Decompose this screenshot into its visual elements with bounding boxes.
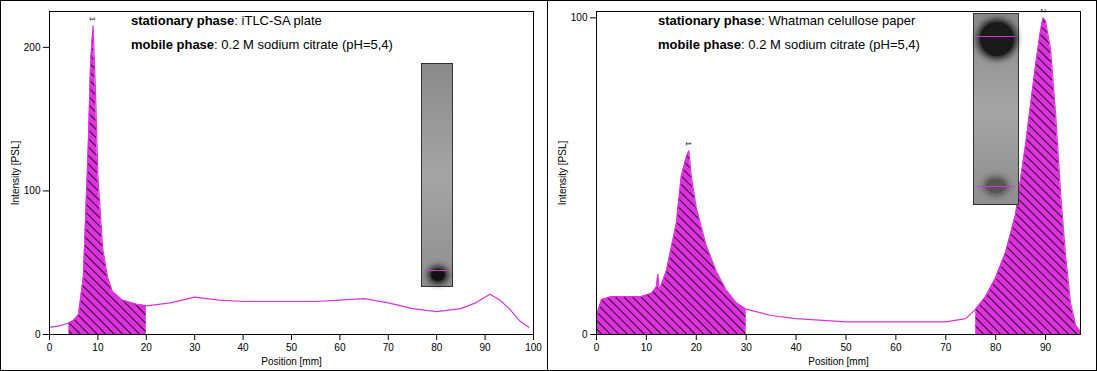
svg-text:70: 70	[383, 342, 395, 353]
svg-text:40: 40	[238, 342, 250, 353]
svg-text:50: 50	[840, 342, 852, 353]
svg-text:50: 50	[286, 342, 298, 353]
svg-text:100: 100	[24, 185, 41, 196]
svg-text:2: 2	[1039, 9, 1048, 14]
svg-text:0: 0	[47, 342, 53, 353]
svg-text:80: 80	[431, 342, 443, 353]
svg-text:30: 30	[741, 342, 753, 353]
svg-text:90: 90	[1040, 342, 1052, 353]
svg-text:0: 0	[35, 329, 41, 340]
svg-text:60: 60	[334, 342, 346, 353]
html-text:mobile phase: 0.2 M sodium cit: mobile phase: 0.2 M sodium citrate (pH=5…	[658, 37, 920, 52]
svg-text:Intensity [PSL]: Intensity [PSL]	[557, 141, 568, 206]
svg-text:1: 1	[89, 17, 98, 22]
svg-text:30: 30	[189, 342, 201, 353]
svg-text:70: 70	[940, 342, 952, 353]
svg-text:10: 10	[641, 342, 653, 353]
svg-text:60: 60	[890, 342, 902, 353]
svg-text:Position [mm]: Position [mm]	[808, 356, 869, 367]
svg-text:0: 0	[594, 342, 600, 353]
svg-text:100: 100	[571, 12, 588, 23]
html-text:mobile phase: 0.2 M sodium cit: mobile phase: 0.2 M sodium citrate (pH=5…	[131, 37, 393, 52]
html-text:stationary phase: iTLC-SA plat: stationary phase: iTLC-SA plate	[131, 13, 322, 28]
svg-text:0: 0	[582, 329, 588, 340]
svg-text:200: 200	[24, 42, 41, 53]
svg-text:100: 100	[525, 342, 542, 353]
svg-text:90: 90	[480, 342, 492, 353]
svg-text:1: 1	[684, 142, 693, 147]
svg-text:80: 80	[990, 342, 1002, 353]
svg-text:20: 20	[141, 342, 153, 353]
html-text:stationary phase: Whatman celu: stationary phase: Whatman celullose pape…	[658, 13, 916, 28]
svg-text:10: 10	[92, 342, 104, 353]
svg-text:40: 40	[791, 342, 803, 353]
svg-text:Position [mm]: Position [mm]	[261, 356, 322, 367]
svg-text:20: 20	[691, 342, 703, 353]
svg-text:Intensity [PSL]: Intensity [PSL]	[10, 141, 21, 206]
